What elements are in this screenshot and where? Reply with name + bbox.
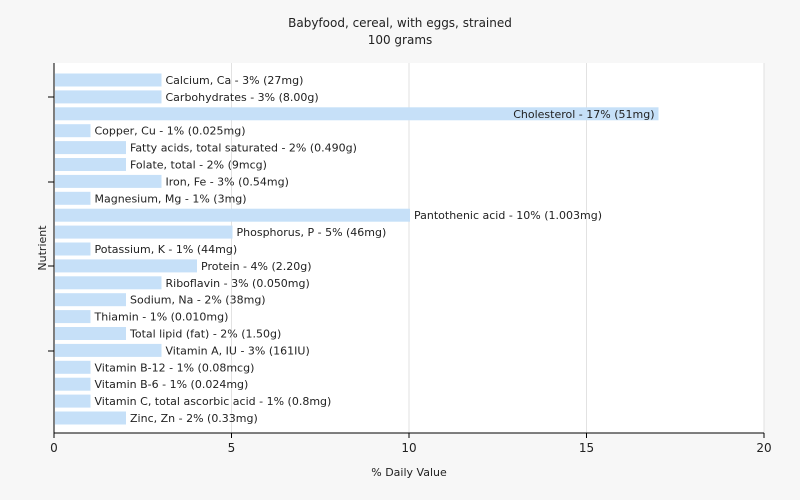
bar-label: Magnesium, Mg - 1% (3mg) — [95, 192, 247, 205]
bar-label: Total lipid (fat) - 2% (1.50g) — [129, 328, 281, 341]
bar — [55, 276, 162, 290]
bar — [55, 293, 126, 307]
bar — [55, 327, 126, 340]
axes: 0 5 10 15 20 — [48, 63, 772, 455]
bar — [55, 394, 91, 408]
bar — [55, 377, 91, 391]
bar — [55, 242, 91, 256]
bar-label: Riboflavin - 3% (0.050mg) — [166, 277, 310, 290]
bar — [55, 310, 91, 324]
bar — [55, 208, 410, 222]
chart-title: Babyfood, cereal, with eggs, strained — [288, 16, 512, 30]
bar-label: Calcium, Ca - 3% (27mg) — [166, 74, 304, 87]
bar-label: Vitamin A, IU - 3% (161IU) — [166, 344, 310, 357]
x-tick-label: 5 — [228, 441, 236, 455]
bar-label: Vitamin B-6 - 1% (0.024mg) — [95, 378, 249, 391]
grid-lines — [231, 63, 765, 433]
bar-label: Vitamin B-12 - 1% (0.08mcg) — [95, 361, 255, 374]
bar-label: Thiamin - 1% (0.010mg) — [94, 311, 229, 324]
bar-label: Iron, Fe - 3% (0.54mg) — [166, 175, 289, 188]
bars: Calcium, Ca - 3% (27mg) Carbohydrates - 3… — [55, 73, 659, 425]
bar-label: Pantothenic acid - 10% (1.003mg) — [414, 209, 602, 222]
bar-label: Sodium, Na - 2% (38mg) — [130, 294, 266, 307]
y-axis-label: Nutrient — [36, 225, 49, 271]
bar-label: Zinc, Zn - 2% (0.33mg) — [130, 412, 258, 425]
bar — [55, 360, 91, 374]
bar — [55, 107, 659, 121]
bar-label: Potassium, K - 1% (44mg) — [95, 243, 238, 256]
bar-label: Vitamin C, total ascorbic acid - 1% (0.8… — [95, 395, 332, 408]
bar — [55, 343, 162, 357]
bar — [55, 259, 197, 273]
bar — [55, 158, 126, 171]
bar — [55, 124, 91, 138]
bar — [55, 191, 91, 205]
bar-label: Cholesterol - 17% (51mg) — [513, 108, 654, 121]
bar-label: Phosphorus, P - 5% (46mg) — [237, 226, 387, 239]
bar-label: Fatty acids, total saturated - 2% (0.490… — [130, 142, 357, 155]
bar-label: Copper, Cu - 1% (0.025mg) — [95, 125, 246, 138]
x-tick-label: 0 — [50, 441, 58, 455]
bar-label: Folate, total - 2% (9mcg) — [130, 159, 267, 172]
bar — [55, 141, 126, 155]
bar — [55, 225, 233, 239]
bar — [55, 174, 162, 188]
x-tick-label: 20 — [756, 441, 771, 455]
bar-label: Carbohydrates - 3% (8.00g) — [166, 91, 319, 104]
chart-subtitle: 100 grams — [368, 33, 433, 47]
x-tick-label: 15 — [579, 441, 594, 455]
bar — [55, 411, 126, 425]
x-axis-label: % Daily Value — [371, 466, 447, 479]
bar-label: Protein - 4% (2.20g) — [201, 260, 312, 273]
bar — [55, 90, 162, 104]
bar — [55, 73, 162, 87]
x-tick-label: 10 — [401, 441, 416, 455]
